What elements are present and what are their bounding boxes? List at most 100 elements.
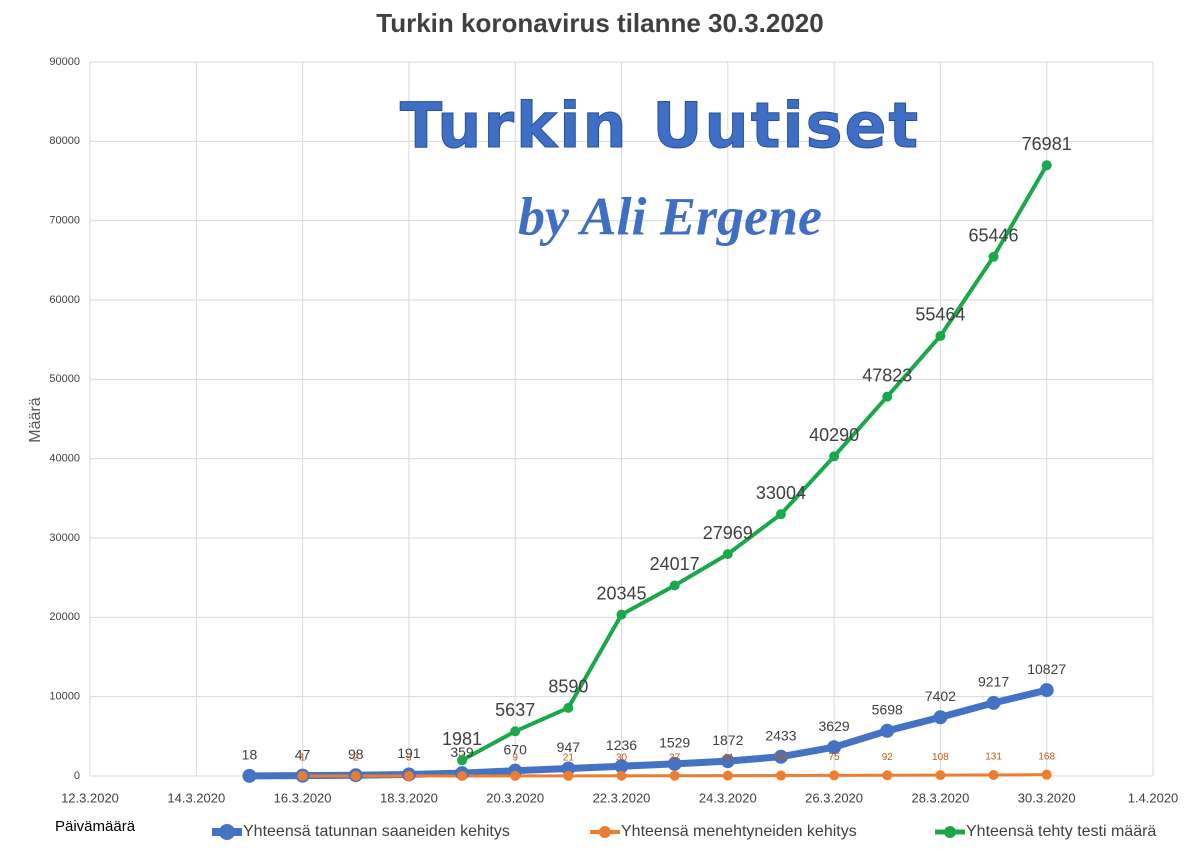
- data-point: [616, 770, 627, 781]
- x-tick-label: 28.3.2020: [911, 790, 969, 805]
- data-point: [403, 770, 414, 781]
- data-label: 108: [932, 752, 949, 763]
- y-tick-label: 60000: [49, 294, 80, 306]
- legend-swatch: [944, 826, 956, 838]
- data-point: [933, 710, 948, 725]
- data-point: [829, 770, 840, 781]
- data-label: 1981: [442, 729, 482, 749]
- y-axis-label: Määrä: [27, 397, 44, 442]
- x-tick-label: 14.3.2020: [167, 790, 225, 805]
- data-label: 9: [512, 753, 518, 764]
- data-point: [773, 749, 788, 764]
- data-point: [616, 609, 627, 620]
- y-tick-label: 90000: [49, 56, 80, 68]
- data-label: 1872: [712, 732, 743, 748]
- data-point: [563, 702, 574, 713]
- data-point: [935, 330, 946, 341]
- watermark: by Ali Ergene: [518, 186, 822, 246]
- data-label: 947: [557, 739, 581, 755]
- legend-label: Yhteensä tatunnan saaneiden kehitys: [243, 823, 510, 840]
- data-label: 59: [775, 752, 787, 763]
- data-label: 30: [616, 752, 628, 763]
- data-point: [1041, 769, 1052, 780]
- data-label: 37: [669, 752, 681, 763]
- data-label: 191: [397, 745, 421, 761]
- data-label: 40290: [809, 425, 859, 445]
- data-label: 44: [722, 752, 734, 763]
- data-label: 2: [353, 753, 359, 764]
- data-point: [988, 251, 999, 262]
- y-tick-label: 70000: [49, 215, 80, 227]
- x-axis-label: Päivämäärä: [55, 818, 136, 835]
- y-tick-label: 0: [74, 770, 80, 782]
- y-tick-label: 10000: [49, 691, 80, 703]
- data-point: [986, 695, 1001, 710]
- data-point: [510, 770, 521, 781]
- data-point: [563, 770, 574, 781]
- data-point: [242, 768, 257, 783]
- data-label: 75: [829, 752, 841, 763]
- data-label: 55464: [915, 305, 965, 325]
- x-tick-label: 22.3.2020: [593, 790, 651, 805]
- data-label: 21: [563, 752, 575, 763]
- data-point: [667, 756, 682, 771]
- data-label: 1: [300, 753, 306, 764]
- x-tick-label: 1.4.2020: [1128, 790, 1179, 805]
- data-label: 76981: [1022, 134, 1072, 154]
- data-label: 20345: [596, 583, 646, 603]
- data-label: 2433: [765, 727, 796, 743]
- data-point: [350, 770, 361, 781]
- x-tick-label: 16.3.2020: [274, 790, 332, 805]
- data-label: 47823: [862, 365, 912, 385]
- data-point: [829, 451, 840, 462]
- data-point: [510, 726, 521, 737]
- data-point: [722, 770, 733, 781]
- data-label: 65446: [969, 226, 1019, 246]
- data-point: [882, 770, 893, 781]
- x-tick-label: 20.3.2020: [486, 790, 544, 805]
- series-line: [461, 164, 1049, 763]
- data-point: [297, 770, 308, 781]
- data-point: [457, 755, 468, 766]
- legend-label: Yhteensä tehty testi määrä: [966, 823, 1156, 840]
- data-point: [988, 769, 999, 780]
- data-label: 47: [295, 746, 311, 762]
- data-label: 24017: [650, 554, 700, 574]
- chart-title: Turkin koronavirus tilanne 30.3.2020: [376, 8, 823, 38]
- data-label: 33004: [756, 483, 806, 503]
- data-label: 7402: [925, 688, 956, 704]
- data-point: [1041, 160, 1052, 171]
- data-point: [1039, 683, 1054, 698]
- legend-label: Yhteensä menehtyneiden kehitys: [621, 823, 857, 840]
- data-label: 9217: [978, 674, 1009, 690]
- y-tick-label: 80000: [49, 135, 80, 147]
- data-label: 670: [504, 741, 528, 757]
- data-label: 359: [450, 744, 474, 760]
- data-point: [722, 549, 733, 560]
- data-label: 10827: [1027, 661, 1066, 677]
- data-point: [561, 761, 576, 776]
- data-label: 92: [882, 752, 894, 763]
- data-label: 3629: [819, 718, 850, 734]
- data-point: [720, 754, 735, 769]
- legend-swatch: [599, 826, 611, 838]
- data-label: 18: [242, 747, 258, 763]
- watermark: Turkin Uutiset: [400, 89, 920, 162]
- y-tick-label: 40000: [49, 453, 80, 465]
- x-tick-label: 24.3.2020: [699, 790, 757, 805]
- data-point: [457, 770, 468, 781]
- data-point: [880, 723, 895, 738]
- data-label: 5698: [872, 701, 903, 717]
- data-point: [882, 391, 893, 402]
- data-label: 1236: [606, 737, 637, 753]
- data-label: 168: [1038, 751, 1055, 762]
- x-tick-label: 12.3.2020: [61, 790, 119, 805]
- data-label: 131: [985, 752, 1002, 763]
- data-point: [669, 580, 680, 591]
- y-tick-label: 30000: [49, 532, 80, 544]
- data-point: [935, 770, 946, 781]
- data-label: 98: [348, 746, 364, 762]
- x-tick-label: 18.3.2020: [380, 790, 438, 805]
- data-label: 5637: [495, 700, 535, 720]
